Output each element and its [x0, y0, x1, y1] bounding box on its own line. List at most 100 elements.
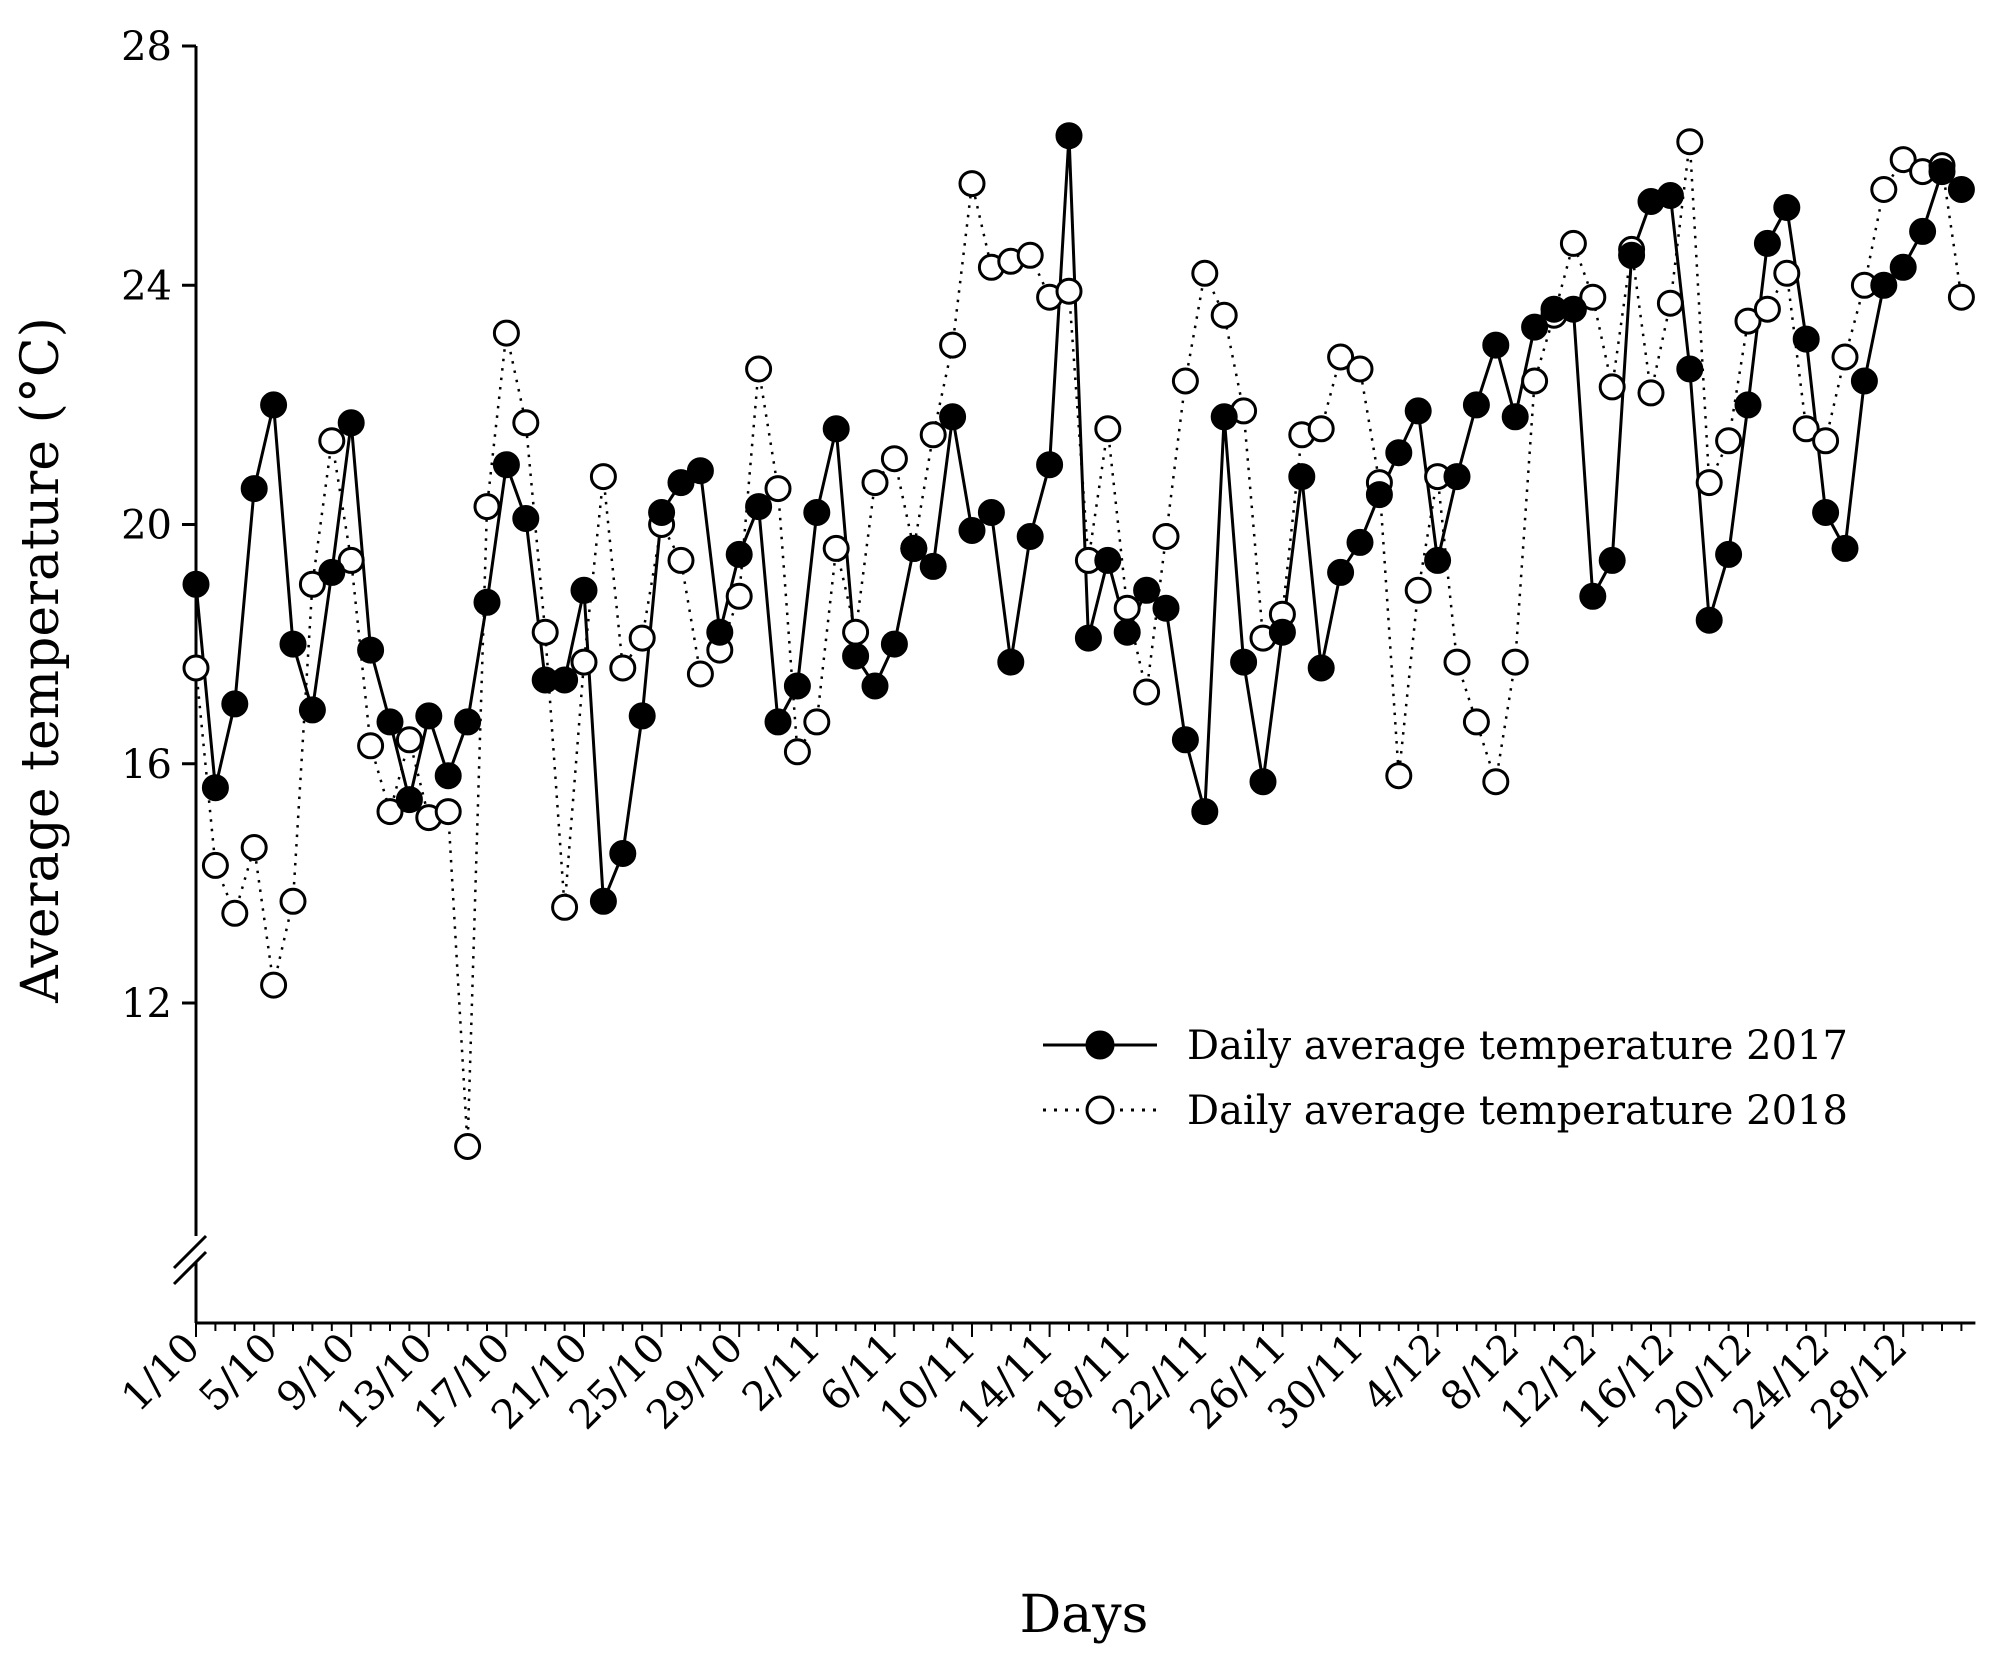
data-point-2018: [1792, 415, 1820, 443]
data-point-2017: [939, 403, 967, 431]
data-point-2018: [958, 170, 986, 198]
legend-label-2017: Daily average temperature 2017: [1187, 1023, 1848, 1069]
data-point-2018: [1579, 283, 1607, 311]
data-point-2018: [1889, 146, 1917, 174]
data-point-2017: [1230, 648, 1258, 676]
data-point-2018: [201, 851, 229, 879]
data-point-2017: [415, 702, 443, 730]
data-point-2018: [861, 469, 889, 497]
data-point-2017: [298, 696, 326, 724]
data-point-2018: [395, 726, 423, 754]
data-point-2018: [1152, 523, 1180, 550]
data-point-2017: [221, 690, 249, 718]
x-tick-label: 5/10: [191, 1325, 287, 1421]
data-point-2017: [1598, 546, 1626, 574]
data-point-2017: [1734, 391, 1762, 419]
data-point-2018: [686, 660, 714, 688]
data-point-2017: [1870, 271, 1898, 299]
data-point-2018: [1404, 576, 1432, 604]
data-point-2017: [1385, 439, 1413, 467]
data-point-2017: [1559, 295, 1587, 323]
data-point-2018: [551, 893, 579, 921]
legend-marker-2018: [1085, 1095, 1115, 1125]
data-point-2018: [260, 971, 288, 999]
data-point-2017: [880, 630, 908, 658]
data-point-2017: [201, 774, 229, 802]
data-point-2018: [1191, 259, 1219, 287]
data-point-2017: [1482, 331, 1510, 359]
data-point-2018: [880, 445, 908, 473]
data-point-2017: [1909, 217, 1937, 245]
data-point-2017: [745, 493, 773, 521]
data-point-2018: [473, 493, 501, 521]
data-point-2017: [686, 457, 714, 485]
data-point-2017: [1327, 558, 1355, 586]
series-line-2018: [194, 141, 1963, 1147]
axis-break-mark: [172, 1250, 208, 1286]
data-point-2017: [1501, 403, 1529, 431]
legend-marker-2017: [1085, 1030, 1115, 1060]
data-point-2017: [1365, 481, 1393, 509]
data-point-2017: [1133, 576, 1161, 604]
data-point-2017: [1656, 182, 1684, 209]
data-point-2018: [1521, 367, 1549, 395]
data-point-2017: [628, 702, 656, 730]
data-point-2017: [1016, 523, 1044, 550]
data-point-2017: [1288, 463, 1316, 491]
data-point-2018: [1016, 241, 1044, 269]
data-point-2018: [628, 624, 656, 652]
data-point-2018: [589, 463, 617, 491]
data-point-2017: [318, 558, 346, 586]
data-point-2018: [454, 1133, 482, 1160]
data-point-2018: [182, 654, 210, 682]
data-point-2017: [1268, 618, 1296, 646]
data-point-2017: [434, 762, 462, 790]
data-point-2017: [512, 505, 540, 532]
data-point-2017: [182, 570, 210, 598]
data-point-2017: [260, 391, 288, 419]
data-point-2017: [861, 672, 889, 700]
data-point-2017: [473, 588, 501, 616]
data-point-2018: [1831, 343, 1859, 371]
data-point-2018: [221, 899, 249, 927]
data-point-2017: [1579, 582, 1607, 610]
data-point-2017: [1113, 618, 1141, 646]
data-point-2017: [240, 475, 268, 503]
data-point-2018: [531, 618, 559, 646]
data-point-2017: [1773, 194, 1801, 221]
data-point-2018: [1947, 283, 1975, 311]
data-point-2018: [1656, 289, 1684, 317]
data-point-2017: [279, 630, 307, 658]
data-point-2018: [1133, 678, 1161, 706]
data-point-2018: [1210, 301, 1238, 329]
data-point-2017: [1521, 313, 1549, 341]
data-point-2018: [919, 421, 947, 449]
data-point-2017: [1695, 606, 1723, 634]
axis-break-mark: [172, 1234, 208, 1270]
data-point-2017: [1792, 325, 1820, 353]
data-point-2017: [842, 642, 870, 670]
data-point-2017: [1443, 463, 1471, 491]
data-point-2017: [783, 672, 811, 700]
data-point-2017: [958, 517, 986, 544]
data-point-2018: [764, 475, 792, 503]
data-point-2017: [1249, 768, 1277, 796]
plot-area: [182, 122, 1975, 1160]
data-point-2018: [745, 355, 773, 383]
data-point-2018: [725, 582, 753, 610]
y-tick-label: 24: [121, 263, 172, 309]
data-point-2017: [822, 415, 850, 443]
data-point-2018: [318, 427, 346, 455]
data-point-2017: [648, 499, 676, 526]
data-point-2018: [667, 546, 695, 574]
y-axis-title: Average temperature (°C): [11, 317, 71, 1004]
legend: Daily average temperature 2017 Daily ave…: [1043, 1023, 1848, 1134]
data-point-2017: [376, 708, 404, 736]
data-point-2017: [919, 552, 947, 580]
data-point-2018: [240, 834, 268, 861]
data-point-2018: [1676, 128, 1704, 156]
data-point-2017: [1850, 367, 1878, 395]
data-point-2018: [434, 798, 462, 826]
data-point-2017: [1676, 355, 1704, 383]
